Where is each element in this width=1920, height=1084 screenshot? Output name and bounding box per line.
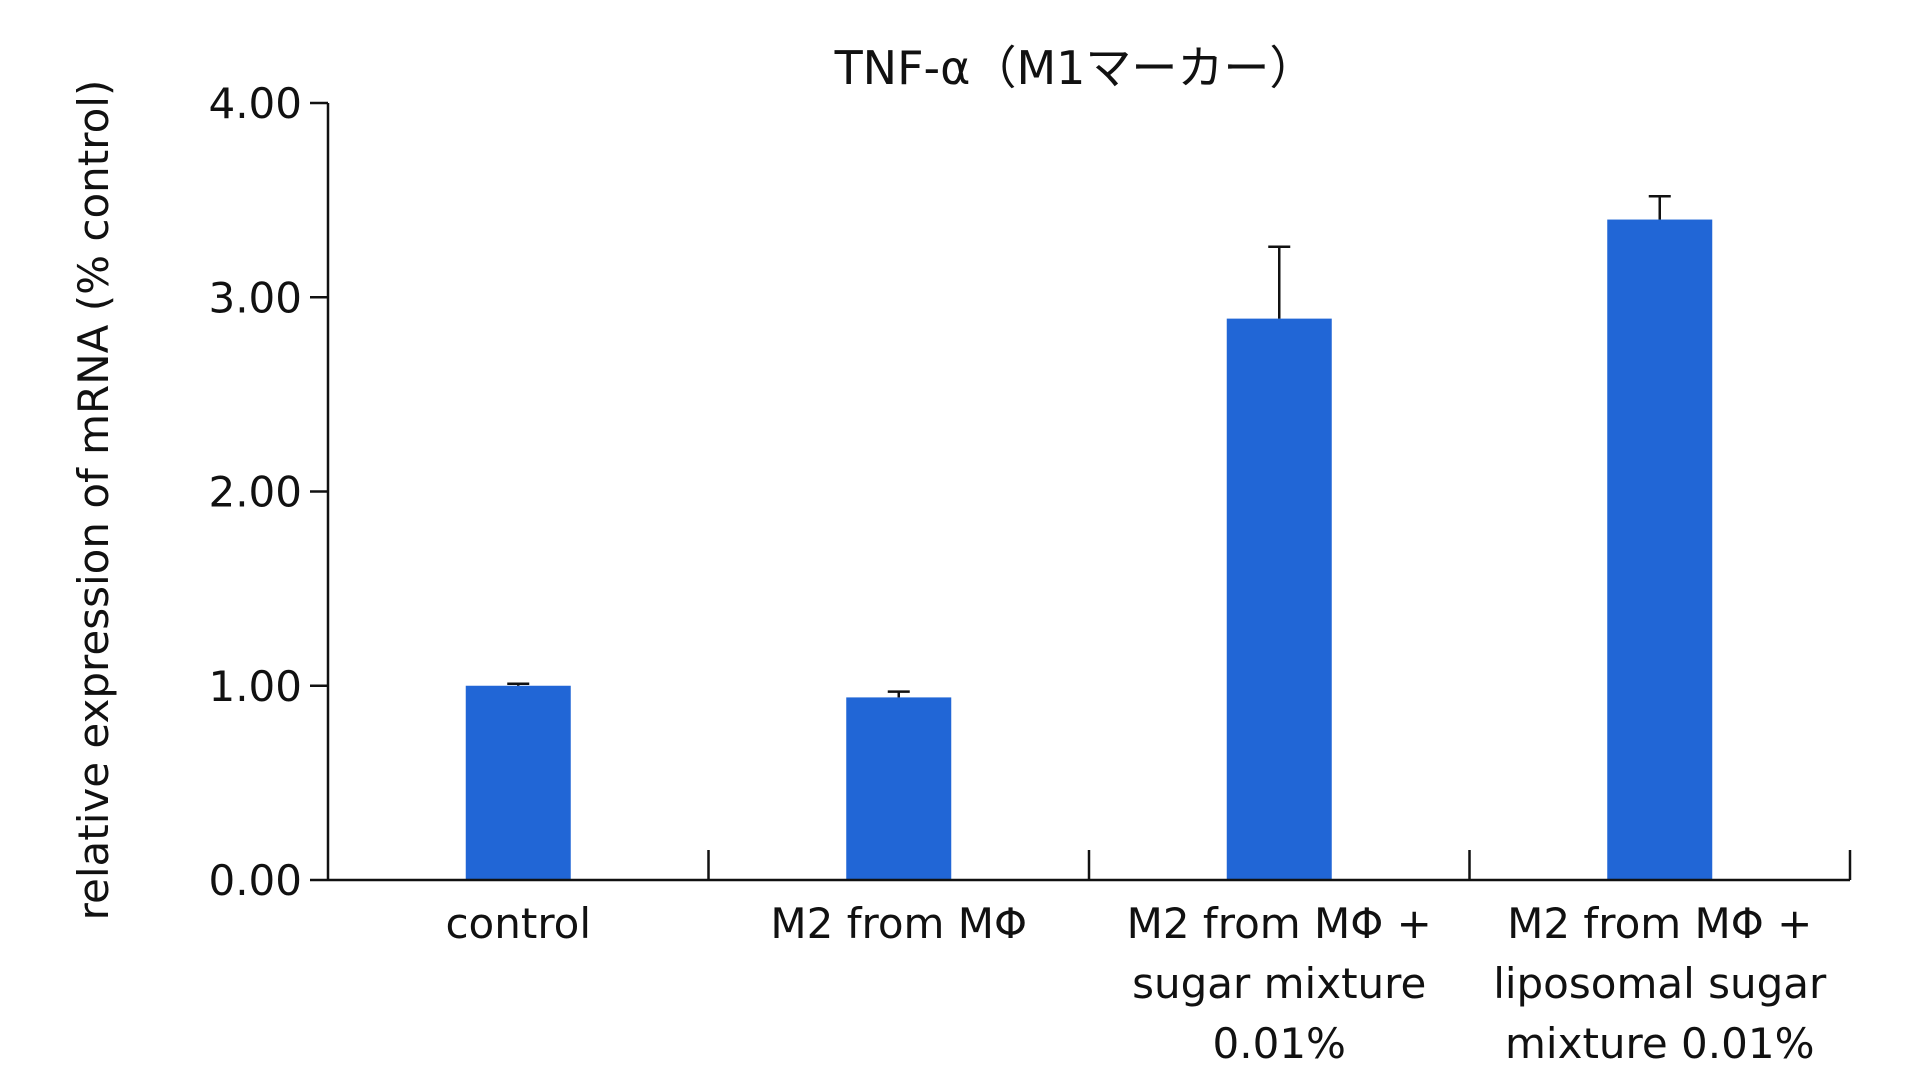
y-tick-label-3: 3.00: [208, 273, 302, 322]
chart-title: TNF-α（M1マーカー）: [834, 41, 1316, 95]
x-tick-label-1-line-0: M2 from MΦ: [770, 899, 1027, 948]
x-tick-label-3-line-0: M2 from MΦ +: [1507, 899, 1812, 948]
x-tick-label-2-line-0: M2 from MΦ +: [1127, 899, 1432, 948]
y-tick-label-0: 0.00: [208, 856, 302, 905]
bar-1: [846, 697, 952, 880]
bar-0: [465, 685, 571, 880]
x-tick-label-3-line-1: liposomal sugar: [1493, 959, 1827, 1008]
x-tick-label-2-line-2: 0.01%: [1213, 1019, 1346, 1068]
y-axis-label: relative expression of mRNA (% control): [69, 80, 118, 921]
y-tick-label-1: 1.00: [208, 662, 302, 711]
y-tick-label-2: 2.00: [208, 468, 302, 517]
y-tick-label-4: 4.00: [208, 79, 302, 128]
bar-2: [1226, 318, 1332, 880]
plot-area: 0.00 1.00 2.00 3.00 4.00 control M2 from MΦ M2 …: [208, 79, 1852, 1068]
bar-3: [1607, 219, 1713, 881]
x-tick-label-2-line-1: sugar mixture: [1132, 959, 1426, 1008]
x-tick-label-3-line-2: mixture 0.01%: [1505, 1019, 1814, 1068]
x-tick-label-0-line-0: control: [445, 899, 591, 948]
